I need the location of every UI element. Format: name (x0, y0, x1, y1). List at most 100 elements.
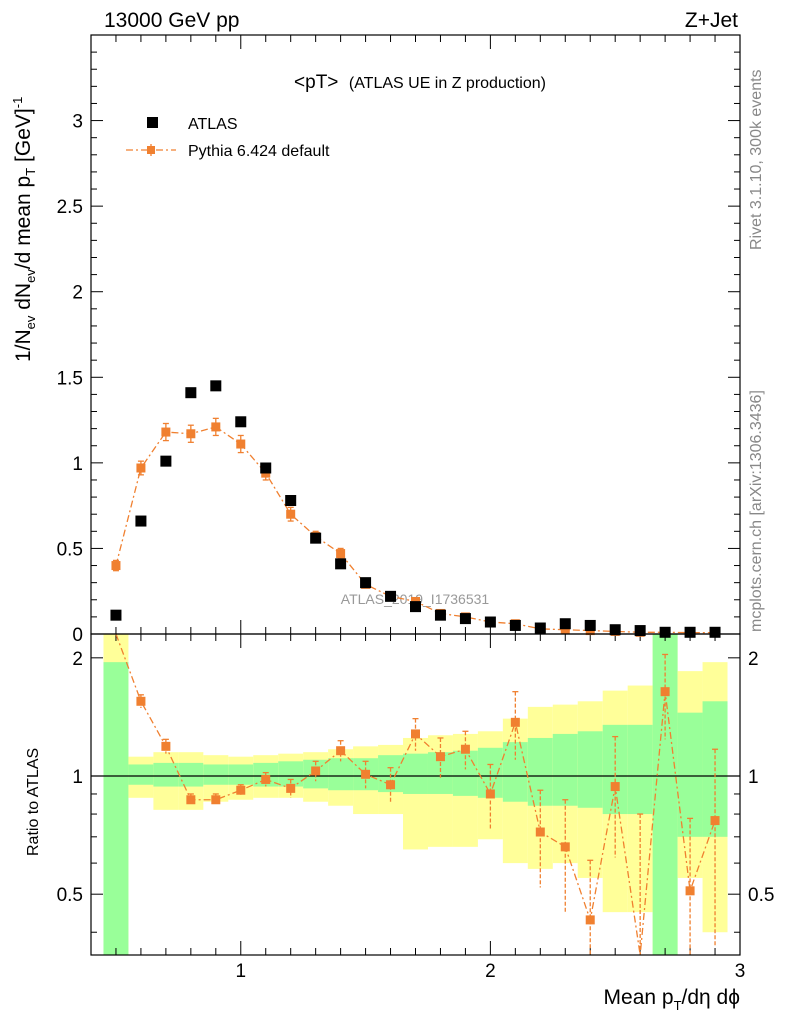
atlas-point (584, 619, 596, 631)
ratio-point (411, 729, 420, 739)
pythia-point (186, 429, 196, 439)
atlas-point (385, 590, 397, 602)
atlas-point (684, 626, 696, 638)
atlas-point (285, 495, 297, 507)
chart-title-main: <pT> (294, 72, 338, 93)
atlas-point (210, 380, 222, 392)
ratio-uncertainty-bands (103, 634, 728, 955)
x-tick-label: 2 (485, 961, 496, 982)
pythia-point (211, 422, 221, 432)
header-process-label: Z+Jet (685, 9, 738, 32)
ratio-point (311, 766, 321, 776)
ratio-point (685, 886, 695, 896)
ratio-band-inner (203, 764, 229, 785)
pythia-point (161, 427, 171, 437)
main-y-tick-label: 0.5 (57, 539, 83, 560)
chart-subtitle: (ATLAS UE in Z production) (349, 75, 546, 92)
atlas-point (484, 616, 496, 628)
ratio-series (115, 633, 720, 956)
ratio-band-inner (502, 742, 528, 802)
ratio-point (485, 789, 495, 799)
atlas-point (534, 622, 546, 634)
atlas-point (310, 532, 322, 544)
main-y-tick-label: 1 (72, 454, 83, 475)
ratio-point (136, 696, 146, 706)
main-y-tick-label: 3 (72, 112, 83, 133)
ratio-band-inner (328, 758, 354, 791)
ratio-y-axis-label: Ratio to ATLAS (25, 748, 42, 856)
ratio-y-tick-label: 2 (72, 649, 83, 670)
ratio-point (211, 795, 221, 805)
ratio-point (336, 746, 346, 756)
atlas-point (235, 416, 247, 428)
ratio-point (535, 827, 545, 837)
main-y-tick-label: 1.5 (57, 368, 83, 389)
ratio-band-inner (178, 762, 204, 787)
atlas-point (609, 624, 621, 636)
ratio-point (560, 842, 570, 852)
x-axis-label: Mean pT/dη dϕ (604, 986, 740, 1013)
legend-pythia-marker (147, 146, 155, 154)
ratio-point (236, 785, 246, 795)
ratio-point (710, 816, 720, 826)
ratio-point (361, 769, 371, 779)
ratio-y-tick-label-right: 1 (748, 767, 759, 788)
pythia-point (136, 463, 146, 473)
ratio-band-inner (228, 764, 254, 785)
atlas-point (559, 618, 571, 630)
atlas-point (509, 619, 521, 631)
ratio-point (386, 780, 396, 790)
ratio-band-inner (627, 724, 653, 815)
ratio-y-tick-label: 1 (72, 767, 83, 788)
ratio-band-inner (527, 737, 553, 806)
ratio-point (261, 774, 271, 784)
legend: ATLAS Pythia 6.424 default (126, 116, 330, 160)
ratio-band-inner (677, 712, 703, 837)
chart-title: <pT> (ATLAS UE in Z production) (294, 72, 546, 93)
ratio-point (286, 783, 296, 793)
pythia-point (236, 439, 246, 449)
atlas-point (135, 515, 147, 527)
atlas-point (335, 558, 347, 570)
ratio-point (610, 782, 620, 792)
ratio-y-tick-label-right: 2 (748, 649, 759, 670)
pythia-point (560, 625, 570, 635)
x-tick-label: 1 (235, 961, 246, 982)
atlas-point (659, 626, 671, 638)
atlas-point (709, 626, 721, 638)
main-y-tick-label: 2 (72, 283, 83, 304)
rivet-version-label: Rivet 3.1.10, 300k events (748, 69, 765, 250)
main-y-tick-labels: 0 0.5 1 1.5 2 2.5 3 (57, 112, 83, 646)
ratio-band-inner (103, 662, 129, 955)
ratio-plot-frame (90, 633, 741, 956)
atlas-point (160, 455, 172, 467)
ratio-y-tick-labels: 0.5 0.5 1 1 2 2 (57, 649, 775, 906)
legend-pythia-label: Pythia 6.424 default (188, 143, 330, 160)
pythia-point (286, 509, 296, 519)
pythia-point (111, 561, 121, 571)
pythia-point (336, 549, 346, 559)
atlas-point (410, 601, 421, 613)
ratio-point (186, 795, 196, 805)
atlas-point (634, 625, 646, 637)
ratio-point (435, 752, 445, 762)
ratio-band-inner (153, 762, 179, 787)
atlas-point (260, 462, 272, 474)
header-energy-label: 13000 GeV pp (104, 9, 239, 32)
atlas-point (185, 387, 197, 399)
main-y-axis-label: 1/Nev dNev/d mean pT [GeV]-1 (10, 97, 38, 362)
x-tick-label: 3 (735, 961, 746, 982)
ratio-band-inner (577, 731, 603, 808)
ratio-point (585, 915, 595, 925)
atlas-point (110, 609, 122, 621)
atlas-point (459, 613, 471, 625)
legend-atlas-marker (147, 117, 158, 128)
legend-atlas-label: ATLAS (188, 116, 238, 133)
mcplots-source-label: mcplots.cern.ch [arXiv:1306.3436] (748, 390, 765, 632)
ratio-point (460, 744, 470, 754)
atlas-point (434, 609, 446, 621)
ratio-band-inner (403, 753, 428, 794)
main-y-tick-label: 0 (72, 625, 83, 646)
atlas-point (360, 577, 372, 589)
